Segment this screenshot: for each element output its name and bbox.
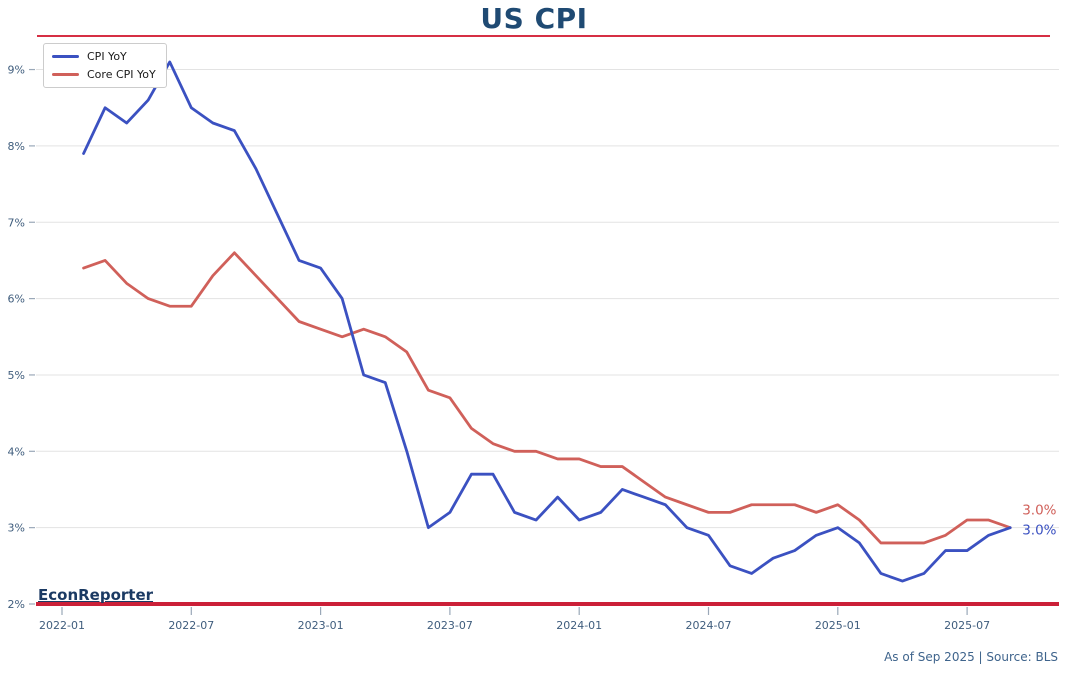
y-axis-tick-label: 4% — [8, 445, 25, 458]
y-axis-tick-label: 7% — [8, 216, 25, 229]
x-axis-tick-label: 2022-07 — [168, 619, 214, 632]
series-line-core-cpi-yoy — [82, 251, 1012, 545]
legend-item-label: Core CPI YoY — [87, 68, 156, 81]
x-axis-tick-label: 2024-07 — [686, 619, 732, 632]
y-axis-tick-label: 3% — [8, 522, 25, 535]
series-line-cpi-yoy — [82, 60, 1012, 583]
watermark-link: EconReporter — [38, 586, 154, 604]
legend-item-core-cpi-yoy: Core CPI YoY — [52, 69, 156, 80]
x-axis-tick-label: 2025-01 — [815, 619, 861, 632]
series-end-label-cpi-yoy: 3.0% — [1022, 523, 1056, 539]
y-axis-tick-label: 6% — [8, 293, 25, 306]
legend-line-swatch-core-cpi — [52, 72, 79, 77]
legend-item-cpi-yoy: CPI YoY — [52, 51, 156, 62]
legend-item-label: CPI YoY — [87, 50, 127, 63]
legend-line-swatch-cpi — [52, 54, 79, 59]
x-axis-tick-label: 2023-01 — [298, 619, 344, 632]
y-axis-tick-label: 9% — [8, 64, 25, 77]
source-note: As of Sep 2025 | Source: BLS — [884, 650, 1058, 664]
x-axis-tick-label: 2025-07 — [944, 619, 990, 632]
title-underline — [37, 35, 1050, 37]
series-end-label-core-cpi-yoy: 3.0% — [1022, 503, 1056, 519]
legend: CPI YoY Core CPI YoY — [43, 43, 167, 88]
chart-title: US CPI — [480, 2, 588, 35]
x-axis-tick-label: 2024-01 — [556, 619, 602, 632]
y-axis-tick-label: 2% — [8, 598, 25, 611]
y-axis-tick-label: 8% — [8, 140, 25, 153]
x-axis-tick-label: 2023-07 — [427, 619, 473, 632]
x-axis-tick-label: 2022-01 — [39, 619, 85, 632]
y-axis-tick-label: 5% — [8, 369, 25, 382]
